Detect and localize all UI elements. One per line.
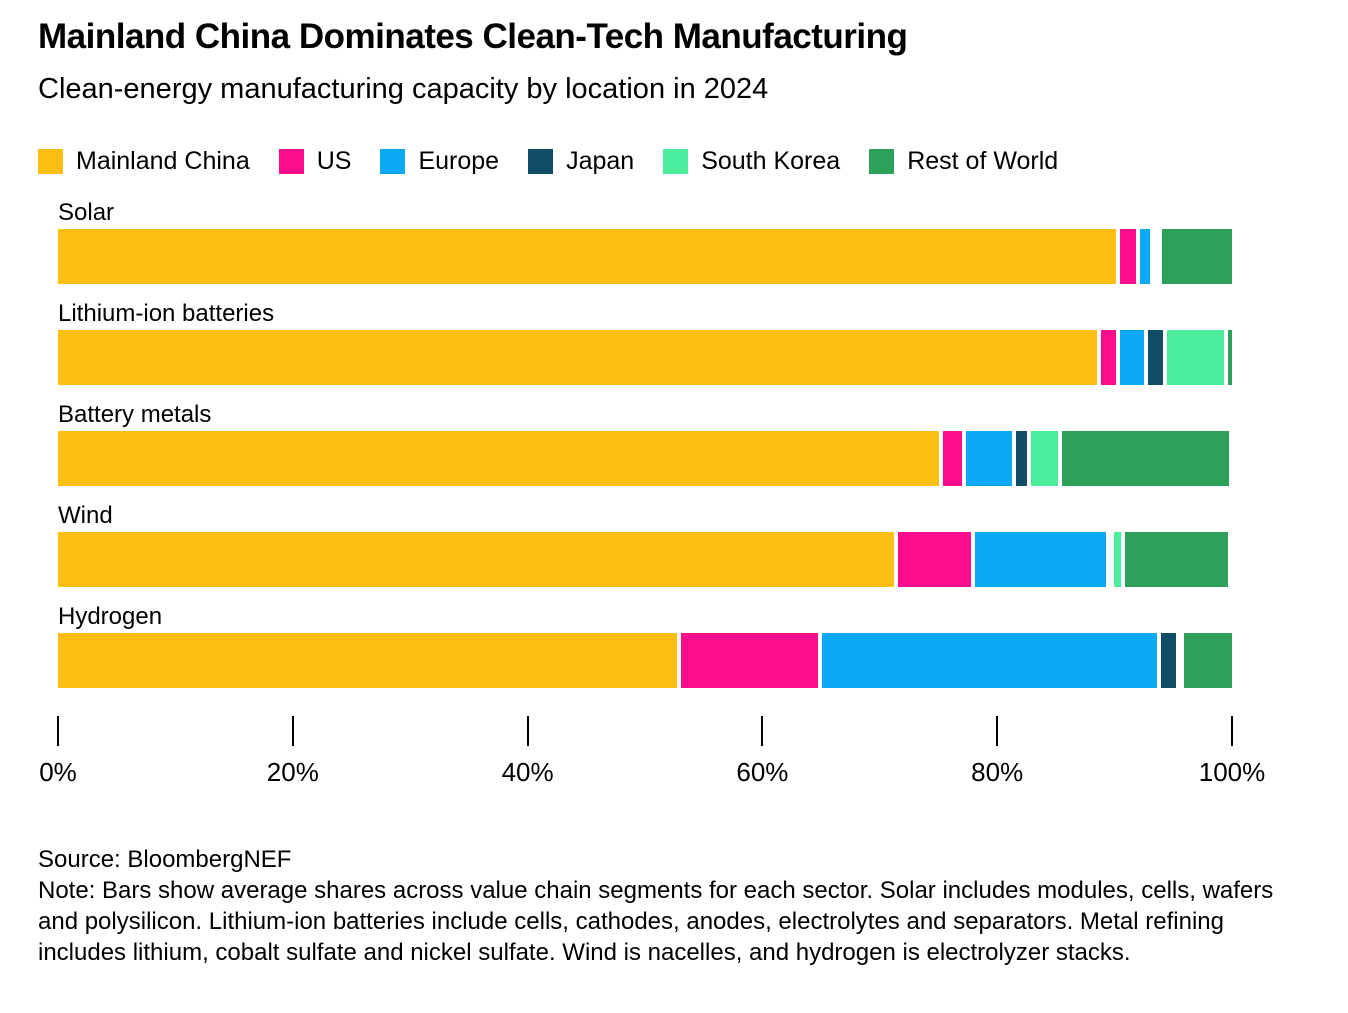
bar-track: [58, 632, 1232, 688]
stacked-bar-chart: Solar Lithium-ion batteries Battery metals…: [58, 198, 1310, 688]
bar-segment-us: [942, 430, 963, 486]
legend-swatch-icon: [38, 148, 63, 174]
chart-row: Wind: [58, 501, 1310, 587]
legend-item-mainland-china: Mainland China: [38, 146, 250, 175]
axis-tick-label: 60%: [736, 756, 789, 787]
axis-tick-mark: [57, 715, 59, 746]
legend-item-europe: Europe: [380, 146, 500, 175]
legend-swatch-icon: [278, 148, 304, 174]
row-label: Battery metals: [58, 400, 212, 428]
bar-segment-europe: [966, 430, 1013, 486]
row-label: Hydrogen: [58, 602, 163, 630]
axis-tick-mark: [291, 715, 294, 746]
legend-swatch-icon: [663, 148, 689, 174]
legend-item-south-korea: South Korea: [663, 146, 841, 175]
bar-segment-europe: [822, 632, 1157, 688]
bar-segment-south-korea: [1114, 531, 1122, 587]
axis-tick-label: 100%: [1198, 756, 1266, 787]
bar-track: [58, 228, 1232, 284]
bar-segment-us: [1120, 228, 1137, 284]
legend-swatch-icon: [869, 148, 895, 174]
legend: Mainland China US Europe Japan South Korea Re…: [38, 146, 1310, 175]
chart-row: Lithium-ion batteries: [58, 299, 1310, 385]
bar-segment-south-korea: [1030, 430, 1058, 486]
legend-label: US: [316, 146, 352, 175]
legend-item-rest-of-world: Rest of World: [869, 146, 1059, 175]
bar-segment-japan: [1016, 430, 1027, 486]
bar-segment-japan: [1160, 632, 1176, 688]
row-label: Wind: [58, 501, 113, 529]
legend-item-japan: Japan: [528, 146, 635, 175]
bar-segment-rest-of-world: [1061, 430, 1229, 486]
bar-segment-mainland-china: [58, 228, 1117, 284]
bar-track: [58, 531, 1232, 587]
bar-segment-japan: [1147, 329, 1163, 385]
bar-segment-us: [680, 632, 819, 688]
bar-segment-europe: [974, 531, 1107, 587]
axis-tick-mark: [526, 715, 529, 746]
axis-tick-mark: [761, 715, 764, 746]
chart-row: Solar: [58, 198, 1310, 284]
legend-swatch-icon: [380, 148, 406, 174]
chart-subtitle: Clean-energy manufacturing capacity by l…: [38, 73, 769, 105]
row-label: Lithium-ion batteries: [58, 299, 275, 327]
bar-segment-rest-of-world: [1125, 531, 1229, 587]
bar-segment-us: [1100, 329, 1117, 385]
bar-segment-south-korea: [1166, 329, 1225, 385]
chart-title: Mainland China Dominates Clean-Tech Manu…: [38, 17, 908, 56]
note-text: Note: Bars show average shares across va…: [38, 876, 1274, 966]
bar-segment-mainland-china: [58, 531, 894, 587]
legend-label: Rest of World: [907, 146, 1059, 175]
bar-segment-mainland-china: [58, 430, 939, 486]
axis-tick-label: 40%: [501, 756, 554, 787]
source-line: Source: BloombergNEF: [38, 845, 292, 873]
x-axis: 0% 20% 40% 60% 80% 100%: [39, 715, 1265, 788]
axis-tick-mark: [1231, 715, 1233, 746]
chart-row: Hydrogen: [58, 602, 1310, 688]
axis-tick-label: 80%: [971, 756, 1024, 787]
bar-segment-mainland-china: [58, 632, 677, 688]
legend-label: South Korea: [701, 146, 841, 175]
footer: Source: BloombergNEF Note: Bars show ave…: [38, 844, 1283, 968]
legend-label: Japan: [566, 146, 635, 175]
axis-tick-mark: [996, 715, 999, 746]
axis-tick-label: 0%: [39, 756, 77, 787]
legend-swatch-icon: [528, 148, 554, 174]
bar-track: [58, 329, 1232, 385]
bar-segment-rest-of-world: [1183, 632, 1232, 688]
bar-track: [58, 430, 1232, 486]
axis-tick-label: 20%: [266, 756, 319, 787]
row-label: Solar: [58, 198, 115, 226]
legend-item-us: US: [278, 146, 352, 175]
bar-segment-europe: [1120, 329, 1144, 385]
legend-label: Europe: [418, 146, 500, 175]
bar-segment-rest-of-world: [1228, 329, 1232, 385]
bar-segment-us: [897, 531, 971, 587]
chart-row: Battery metals: [58, 400, 1310, 486]
bar-segment-europe: [1140, 228, 1150, 284]
bar-segment-mainland-china: [58, 329, 1097, 385]
bar-segment-rest-of-world: [1161, 228, 1232, 284]
legend-label: Mainland China: [76, 146, 250, 175]
